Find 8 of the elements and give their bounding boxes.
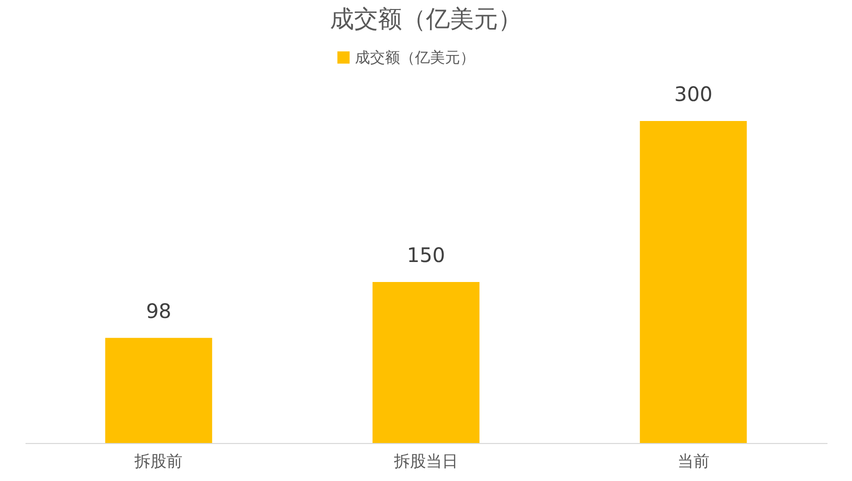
data-label: 98 — [146, 298, 172, 323]
chart-title: 成交额（亿美元） — [330, 5, 522, 33]
x-tick-label: 拆股当日 — [393, 452, 458, 470]
x-tick-label: 拆股前 — [134, 452, 183, 470]
legend-label: 成交额（亿美元） — [355, 48, 475, 66]
data-label: 300 — [674, 82, 712, 106]
data-label: 150 — [406, 243, 446, 267]
x-tick-label: 当前 — [677, 452, 710, 470]
